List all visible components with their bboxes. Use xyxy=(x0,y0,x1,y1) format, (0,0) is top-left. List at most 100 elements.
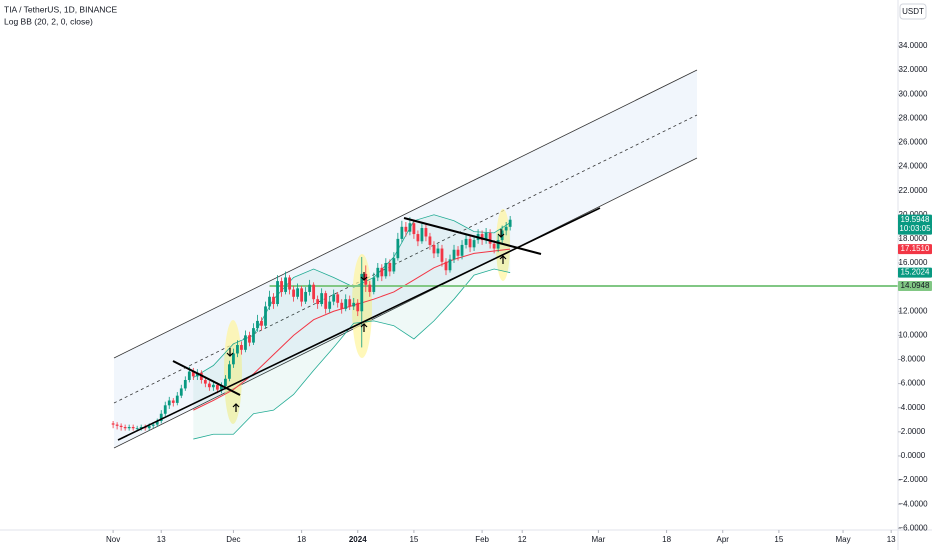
candle-body xyxy=(248,335,251,343)
candle-body xyxy=(332,294,336,302)
candle-body xyxy=(344,299,348,309)
candle-body xyxy=(436,248,440,254)
x-tick-label: 13 xyxy=(157,535,166,544)
candle-body xyxy=(312,284,316,300)
candle-body xyxy=(320,293,324,305)
candle-body xyxy=(296,288,299,297)
candle-body xyxy=(215,384,219,390)
candle-body xyxy=(244,335,247,350)
x-tick-label: 15 xyxy=(409,535,418,544)
candle-body xyxy=(404,226,408,232)
candle-body xyxy=(504,226,508,231)
candle-body xyxy=(207,383,211,388)
candle-body xyxy=(360,273,364,312)
axes: −6.0000 −4.0000 −2.0000 0.0000 2.0000 4.0000 6… xyxy=(106,41,928,544)
currency-button[interactable] xyxy=(899,3,927,20)
candle-body xyxy=(356,302,360,312)
y-tick-label: 28.0000 xyxy=(899,113,928,122)
y-tick-label: 0.0000 xyxy=(901,451,926,460)
candle-body xyxy=(123,427,127,429)
arrow-up xyxy=(232,403,240,412)
candle-body xyxy=(316,299,320,305)
arrow-down xyxy=(226,348,234,357)
currency-label[interactable]: USDT xyxy=(902,7,924,16)
candle-body xyxy=(376,267,380,278)
channel-mid xyxy=(113,114,698,404)
trendline xyxy=(117,207,601,441)
x-tick-label: 15 xyxy=(774,535,783,544)
y-tick-label: 2.0000 xyxy=(901,427,926,436)
candle-body xyxy=(432,244,436,254)
candle-body xyxy=(372,277,376,292)
candle-body xyxy=(119,425,123,428)
y-tick-label: −2.0000 xyxy=(898,475,928,484)
candle-body xyxy=(292,289,295,297)
y-tick-label: 18.0000 xyxy=(899,234,928,243)
candle-body xyxy=(492,243,496,249)
price-tags: 15.202417.151019.349419.594810:03:0514.0… xyxy=(898,214,932,291)
y-tick-label: 6.0000 xyxy=(901,379,926,388)
candle-body xyxy=(183,379,187,389)
arrow-up xyxy=(360,323,368,332)
candle-body xyxy=(488,232,492,244)
price-tag-label: 19.5948 xyxy=(901,215,930,224)
y-tick-label: 20.0000 xyxy=(899,210,928,219)
candle-body xyxy=(252,328,255,343)
candle-body xyxy=(111,423,115,425)
candle-body xyxy=(380,267,384,277)
candle-body xyxy=(460,244,464,256)
y-tick-label: 8.0000 xyxy=(901,355,926,364)
arrow-down xyxy=(497,229,505,238)
symbol-title: TIA / TetherUS, 1D, BINANCE xyxy=(4,4,118,14)
candle-body xyxy=(288,277,291,290)
price-tag xyxy=(898,244,932,255)
x-tick-label: 18 xyxy=(297,535,306,544)
candle-body xyxy=(324,293,328,309)
candle-body xyxy=(400,226,404,239)
y-tick-label: 4.0000 xyxy=(901,403,926,412)
candle-body xyxy=(304,291,308,302)
annotations xyxy=(117,207,601,441)
candle-body xyxy=(159,413,163,421)
y-tick-label: −6.0000 xyxy=(898,523,928,532)
candle-body xyxy=(115,424,119,426)
x-tick-label: May xyxy=(835,535,850,544)
candle-body xyxy=(416,234,420,242)
y-tick-label: 10.0000 xyxy=(899,330,928,339)
candle-body xyxy=(240,345,243,350)
candle-body xyxy=(468,238,472,248)
candle-body xyxy=(352,302,356,307)
candle-body xyxy=(448,259,452,271)
candle-body xyxy=(388,263,392,272)
candle-body xyxy=(348,299,352,307)
price-tag xyxy=(898,267,932,278)
y-tick-label: 24.0000 xyxy=(899,162,928,171)
price-tag-label: 14.0948 xyxy=(901,281,930,290)
candle-body xyxy=(480,234,484,241)
x-tick-label: Feb xyxy=(475,535,489,544)
y-tick-label: 26.0000 xyxy=(899,138,928,147)
candle-body xyxy=(268,296,271,307)
candle-body xyxy=(340,302,344,309)
candle-body xyxy=(203,379,207,384)
indicator-title: Log BB (20, 2, 0, close) xyxy=(4,16,93,26)
candle-body xyxy=(452,249,456,260)
candle-body xyxy=(195,372,199,377)
candle-body xyxy=(151,424,155,426)
candle-body xyxy=(336,294,340,303)
candle-body xyxy=(276,281,279,305)
candle-body xyxy=(175,395,179,403)
candle-body xyxy=(211,384,215,388)
candle-body xyxy=(472,240,476,248)
y-tick-label: 22.0000 xyxy=(899,186,928,195)
x-tick-label: Apr xyxy=(717,535,730,544)
candle-body xyxy=(264,306,267,326)
candle-body xyxy=(392,258,396,272)
price-tag xyxy=(898,214,932,235)
candle-body xyxy=(272,296,275,305)
candle-body xyxy=(440,248,444,262)
candle-body xyxy=(256,320,259,329)
candle-body xyxy=(167,400,171,406)
arrow-up xyxy=(499,255,507,264)
